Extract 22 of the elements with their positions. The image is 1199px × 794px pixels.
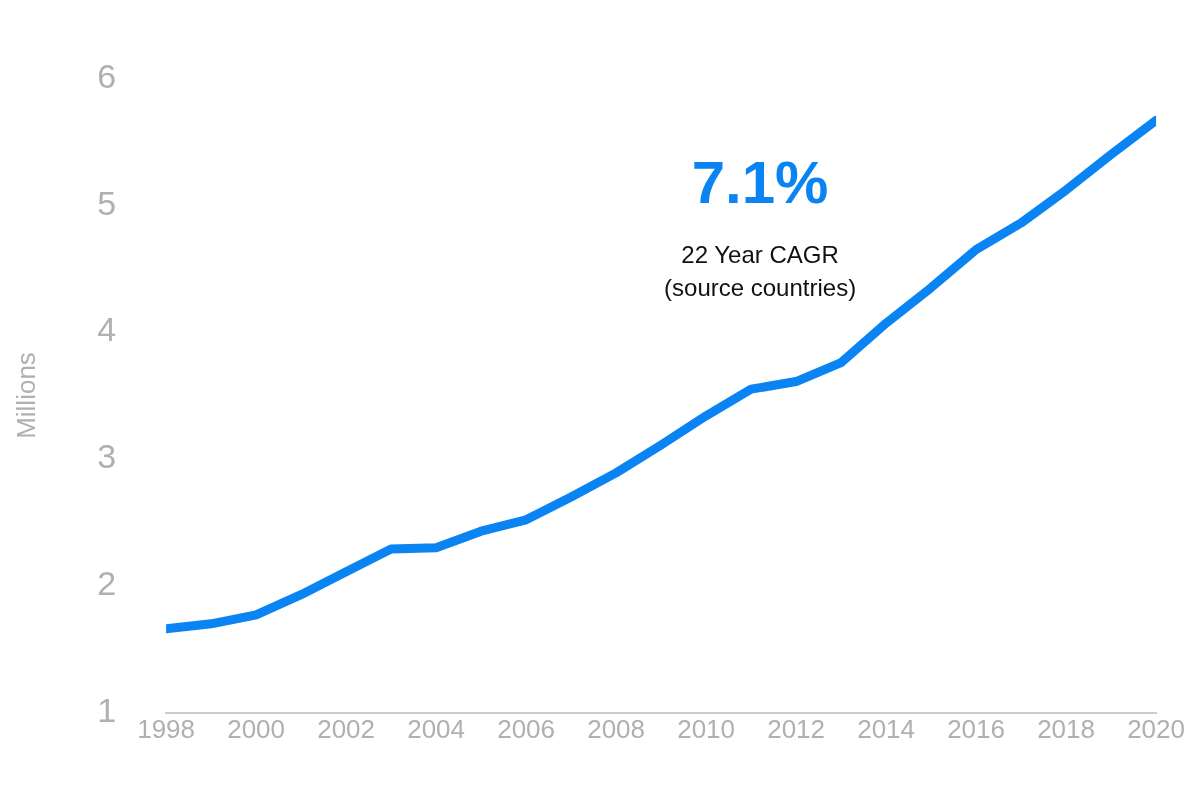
- x-tick-label: 2006: [497, 714, 556, 745]
- x-tick-label: 2020: [1127, 714, 1185, 745]
- x-tick-label: 2014: [857, 714, 916, 745]
- x-tick-label: 2010: [677, 714, 736, 745]
- y-tick-label: 2: [97, 564, 117, 603]
- y-tick-label: 3: [97, 437, 117, 476]
- x-tick-label: 1998: [137, 714, 196, 745]
- annotation: (source countries): [664, 274, 857, 302]
- x-tick-label: 2008: [587, 714, 646, 745]
- y-tick-label: 4: [97, 310, 117, 349]
- y-tick-label: 1: [97, 690, 117, 729]
- x-tick-label: 2016: [947, 714, 1006, 745]
- annotation: 7.1%: [691, 149, 829, 217]
- x-tick-label: 2012: [767, 714, 826, 745]
- annotation: 22 Year CAGR: [681, 241, 839, 269]
- x-tick-label: 2004: [407, 714, 466, 745]
- x-tick-label: 2018: [1037, 714, 1095, 745]
- x-tick-label: 2002: [317, 714, 376, 745]
- y-tick-label: 6: [97, 56, 117, 95]
- y-tick-label: 5: [97, 183, 117, 222]
- x-tick-label: 2000: [227, 714, 286, 745]
- y-axis-title: Millions: [10, 352, 41, 439]
